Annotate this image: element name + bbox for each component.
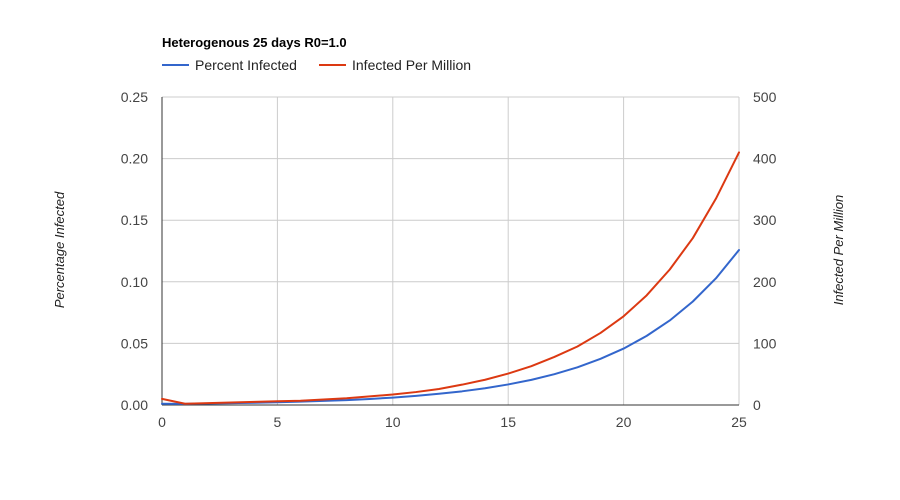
left-tick-label: 0.15 — [121, 212, 148, 228]
left-tick-label: 0.25 — [121, 89, 148, 105]
right-tick-label: 500 — [753, 89, 777, 105]
series-line-percent-infected — [161, 249, 740, 405]
x-tick-label: 15 — [500, 414, 516, 430]
series-line-infected-per-million — [161, 151, 740, 405]
left-tick-label: 0.00 — [121, 397, 148, 413]
x-tick-label: 10 — [385, 414, 401, 430]
x-tick-label: 5 — [274, 414, 282, 430]
right-tick-label: 200 — [753, 274, 777, 290]
legend: Percent Infected Infected Per Million — [162, 57, 471, 73]
axes — [161, 97, 739, 406]
right-axis-title: Infected Per Million — [831, 195, 846, 306]
chart-title: Heterogenous 25 days R0=1.0 — [162, 35, 347, 50]
right-tick-label: 300 — [753, 212, 777, 228]
right-tick-label: 0 — [753, 397, 761, 413]
right-tick-label: 100 — [753, 335, 777, 351]
x-tick-label: 0 — [158, 414, 166, 430]
right-tick-label: 400 — [753, 151, 777, 167]
left-tick-label: 0.20 — [121, 151, 148, 167]
legend-label-infected-per-million: Infected Per Million — [352, 57, 471, 73]
series-lines — [161, 151, 740, 405]
x-tick-label: 25 — [731, 414, 747, 430]
legend-label-percent-infected: Percent Infected — [195, 57, 297, 73]
x-tick-label: 20 — [616, 414, 632, 430]
left-axis-title: Percentage Infected — [52, 191, 67, 308]
left-tick-label: 0.05 — [121, 335, 148, 351]
left-tick-label: 0.10 — [121, 274, 148, 290]
grid — [162, 96, 740, 405]
